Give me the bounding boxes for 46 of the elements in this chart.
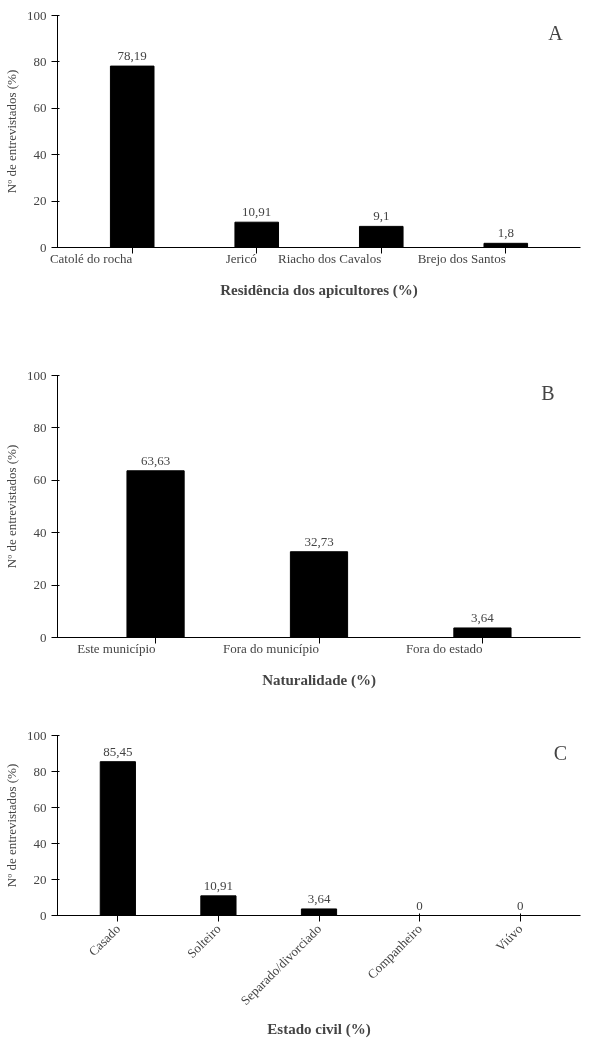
data-label: 63,63	[140, 452, 171, 468]
y-tick-label: 40	[33, 146, 47, 162]
x-tick-label: Este município	[77, 641, 156, 656]
y-tick-label: 80	[33, 419, 47, 435]
x-axis-title: Residência dos apicultores (%)	[220, 281, 418, 299]
y-axis-title: Nº de entrevistados (%)	[4, 444, 19, 569]
chart-title: A	[548, 21, 564, 44]
y-tick-label: 60	[33, 472, 47, 488]
data-label: 0	[416, 897, 423, 913]
x-tick-label: Fora do estado	[405, 641, 483, 656]
y-tick-label: 100	[27, 727, 47, 743]
y-tick-label: 0	[40, 239, 47, 255]
data-label: 9,1	[373, 208, 390, 224]
data-label: 78,19	[117, 48, 147, 64]
data-label: 3,64	[307, 890, 331, 906]
y-tick-label: 0	[40, 907, 47, 923]
y-axis-title: Nº de entrevistados (%)	[4, 763, 19, 888]
x-tick-label: Jericó	[225, 251, 257, 266]
x-tick-label: Catolé do rocha	[49, 251, 133, 266]
y-tick-label: 80	[33, 763, 47, 779]
y-tick-label: 60	[33, 799, 47, 815]
data-label: 32,73	[304, 533, 334, 549]
data-label: 0	[516, 897, 524, 913]
x-axis-title: Naturalidade (%)	[262, 671, 376, 689]
y-tick-label: 60	[33, 100, 47, 116]
y-tick-label: 40	[33, 524, 47, 540]
x-tick-label: Fora do município	[222, 641, 319, 656]
x-axis-title: Estado civil (%)	[267, 1021, 371, 1039]
data-label: 1,8	[497, 225, 514, 241]
x-tick-label: Brejo dos Santos	[417, 251, 506, 266]
y-tick-label: 40	[33, 835, 47, 851]
chart-title: B	[541, 381, 555, 404]
data-label: 85,45	[103, 743, 133, 759]
data-label: 3,64	[471, 609, 495, 625]
y-tick-label: 20	[33, 577, 47, 593]
y-tick-label: 100	[27, 7, 47, 23]
y-tick-label: 20	[33, 871, 47, 887]
data-label: 10,91	[242, 204, 272, 220]
y-tick-label: 100	[27, 367, 47, 383]
x-tick-label: Riacho dos Cavalos	[278, 251, 382, 266]
y-tick-label: 20	[33, 193, 47, 209]
y-axis-title: Nº de entrevistados (%)	[4, 69, 19, 194]
chart-title: C	[553, 741, 568, 764]
data-label: 10,91	[203, 877, 234, 893]
y-tick-label: 80	[33, 53, 47, 69]
y-tick-label: 0	[40, 629, 47, 645]
